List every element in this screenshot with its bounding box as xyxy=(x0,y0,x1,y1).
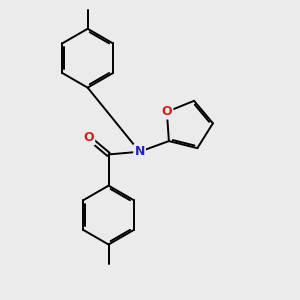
Text: N: N xyxy=(134,145,145,158)
Text: O: O xyxy=(83,131,94,144)
Text: O: O xyxy=(161,105,172,118)
